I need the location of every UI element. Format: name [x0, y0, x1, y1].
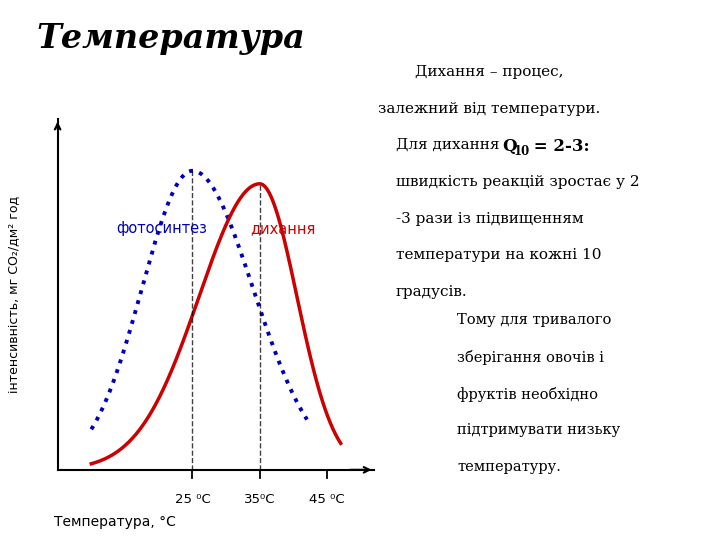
Text: 35⁰C: 35⁰C: [244, 492, 276, 505]
Text: -3 рази із підвищенням: -3 рази із підвищенням: [396, 212, 584, 226]
Text: фотосинтез: фотосинтез: [117, 221, 207, 236]
Text: = 2-3:: = 2-3:: [528, 138, 590, 155]
Text: Q: Q: [503, 138, 517, 155]
Text: 45 ⁰C: 45 ⁰C: [310, 492, 345, 505]
Text: Дихання – процес,: Дихання – процес,: [415, 65, 564, 79]
Text: інтенсивність, мг CO₂/дм² год: інтенсивність, мг CO₂/дм² год: [6, 195, 19, 393]
Text: 10: 10: [513, 145, 530, 158]
Text: швидкість реакцій зростає у 2: швидкість реакцій зростає у 2: [396, 175, 639, 189]
Text: Температура, °C: Температура, °C: [54, 515, 176, 529]
Text: Тому для тривалого: Тому для тривалого: [457, 313, 611, 327]
Text: залежний від температури.: залежний від температури.: [379, 102, 600, 116]
Text: градусів.: градусів.: [396, 285, 467, 299]
Text: зберігання овочів і: зберігання овочів і: [457, 350, 604, 365]
Text: фруктів необхідно: фруктів необхідно: [457, 387, 598, 402]
Text: підтримувати низьку: підтримувати низьку: [457, 423, 621, 437]
Text: Для дихання: Для дихання: [396, 138, 505, 152]
Text: температури на кожні 10: температури на кожні 10: [396, 248, 601, 262]
Text: температуру.: температуру.: [457, 460, 561, 474]
Text: Температура: Температура: [36, 22, 305, 55]
Text: дихання: дихання: [251, 221, 316, 236]
Text: 25 ⁰C: 25 ⁰C: [174, 492, 210, 505]
